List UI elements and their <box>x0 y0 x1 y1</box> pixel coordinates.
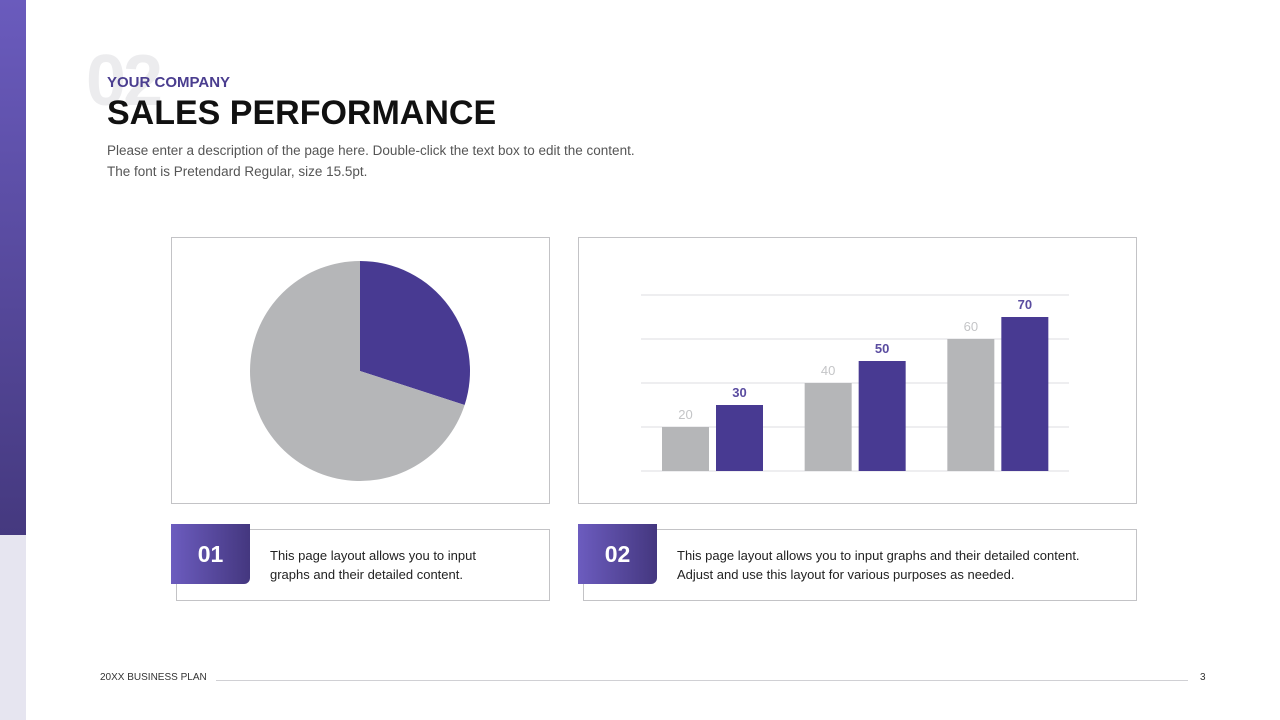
watermark: 02 <box>86 41 163 121</box>
bar <box>662 427 709 471</box>
description: Please enter a description of the page h… <box>107 143 635 158</box>
data-label: 40 <box>821 363 835 378</box>
footer-label: 20XX BUSINESS PLAN <box>100 672 207 683</box>
caption-number: 01 <box>171 524 250 584</box>
caption-number: 02 <box>578 524 657 584</box>
side-bar <box>0 0 26 535</box>
description: The font is Pretendard Regular, size 15.… <box>107 164 368 179</box>
side-bar-light <box>0 535 26 720</box>
bar <box>716 405 763 471</box>
caption-text: graphs and their detailed content. <box>270 567 463 582</box>
data-label: 70 <box>1018 297 1032 312</box>
data-label: 60 <box>964 319 978 334</box>
caption-box <box>583 529 1137 601</box>
pie-slice <box>249 261 465 482</box>
bar <box>1001 317 1049 471</box>
data-label: 50 <box>875 341 889 356</box>
eyebrow: YOUR COMPANY <box>107 74 231 91</box>
data-label: 20 <box>678 407 692 422</box>
data-label: 30 <box>732 385 746 400</box>
pie-slice <box>360 261 471 405</box>
page-number: 3 <box>1200 672 1206 683</box>
title: SALES PERFORMANCE <box>107 94 497 132</box>
bar <box>858 361 906 471</box>
caption-text: This page layout allows you to input gra… <box>677 548 1080 563</box>
caption-text: This page layout allows you to input <box>270 548 476 563</box>
caption-text: Adjust and use this layout for various p… <box>677 567 1015 582</box>
footer-line <box>216 680 1188 681</box>
bar <box>804 383 852 471</box>
bar <box>947 339 995 471</box>
